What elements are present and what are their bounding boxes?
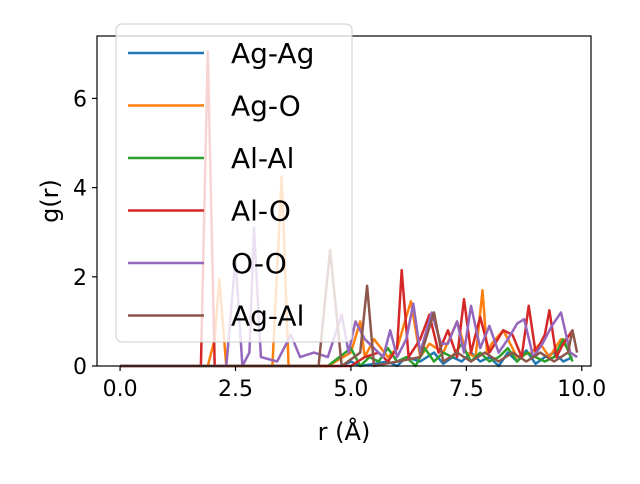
legend-label-ag-al: Ag-Al [231,300,304,333]
x-tick-label: 7.5 [449,377,484,402]
legend-box [115,23,353,343]
y-axis-ticks: 0 2 4 6 [73,87,97,380]
y-tick-label: 6 [73,87,87,112]
legend-label-o-o: O-O [231,247,287,280]
x-tick-label: 0.0 [103,377,138,402]
series-line-al-al [120,337,574,368]
series-line-ag-al [120,248,579,368]
y-tick-label: 0 [73,355,87,380]
legend-label-ag-o: Ag-O [231,90,301,123]
y-tick-label: 2 [73,266,87,291]
x-axis-ticks: 0.0 2.5 5.0 7.5 10.0 [103,366,606,402]
legend-label-al-o: Al-O [231,195,291,228]
legend-label-al-al: Al-Al [231,142,294,175]
legend-label-ag-ag: Ag-Ag [231,37,314,70]
legend: Ag-Ag Ag-O Al-Al Al-O O-O Ag-Al [115,23,353,343]
x-tick-label: 5.0 [333,377,368,402]
x-tick-label: 2.5 [218,377,253,402]
y-axis-label: g(r) [36,179,64,223]
y-tick-label: 4 [73,177,87,202]
series-line-o-o [120,226,578,368]
x-tick-label: 10.0 [557,377,606,402]
x-axis-label: r (Å) [318,417,371,446]
